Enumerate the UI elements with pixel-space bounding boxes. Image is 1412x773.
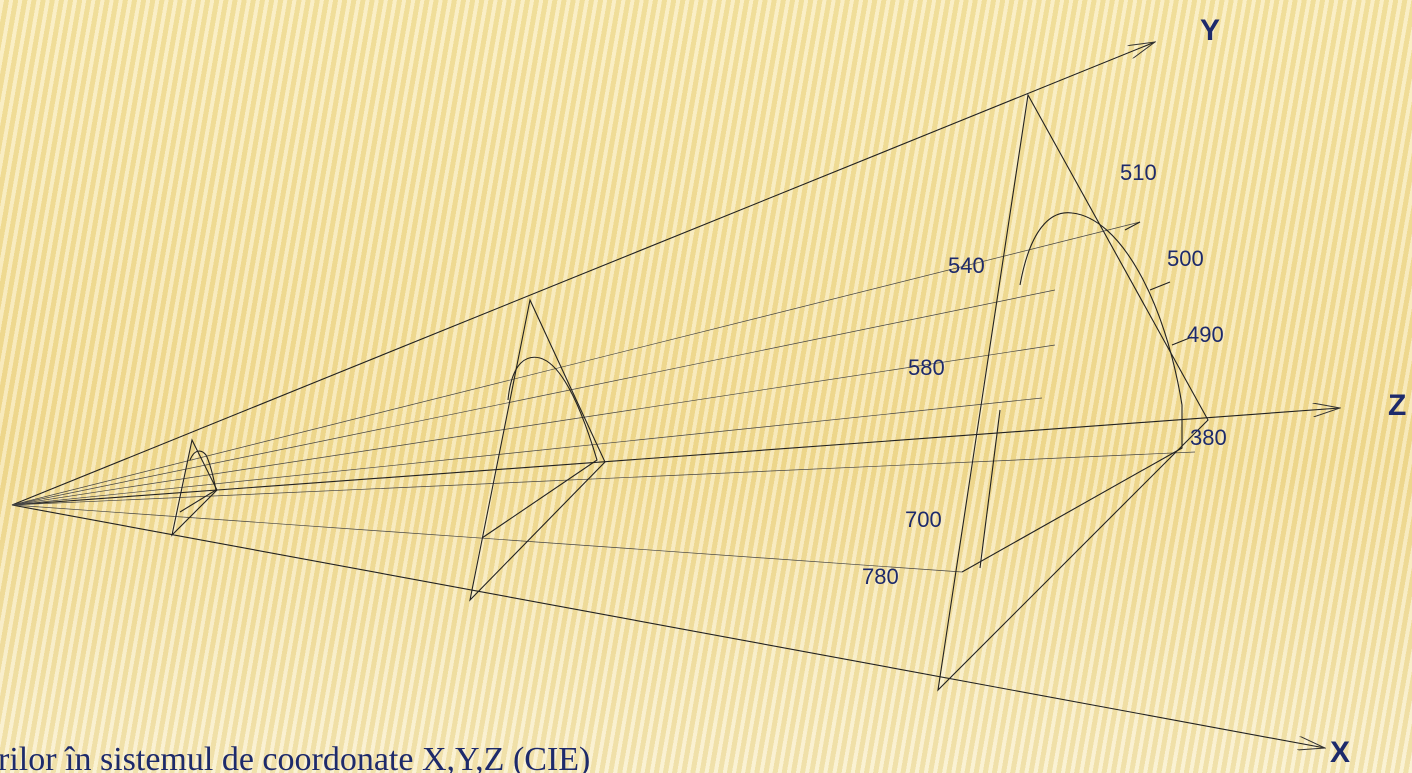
wavelength-label: 490 [1187, 322, 1224, 347]
rays [11, 221, 1196, 573]
wavelength-label: 500 [1167, 246, 1204, 271]
y-axis [11, 42, 1155, 506]
axis-label: Z [1388, 389, 1406, 422]
wavelength-label: 700 [905, 507, 942, 532]
axes-lines [11, 42, 1340, 748]
wavelength-label: 510 [1120, 160, 1157, 185]
axis-label: Y [1200, 14, 1220, 47]
wavelength-label: 380 [1190, 425, 1227, 450]
z-axis [11, 408, 1340, 506]
wavelength-label: 780 [862, 564, 899, 589]
wavelength-label: 580 [908, 355, 945, 380]
wavelength-label: 540 [948, 253, 985, 278]
spectral-locus [179, 212, 1193, 573]
x-axis [11, 504, 1325, 748]
triangles [171, 93, 1209, 692]
axis-label: X [1330, 736, 1350, 769]
caption: rilor în sistemul de coordonate X,Y,Z (C… [0, 741, 590, 773]
